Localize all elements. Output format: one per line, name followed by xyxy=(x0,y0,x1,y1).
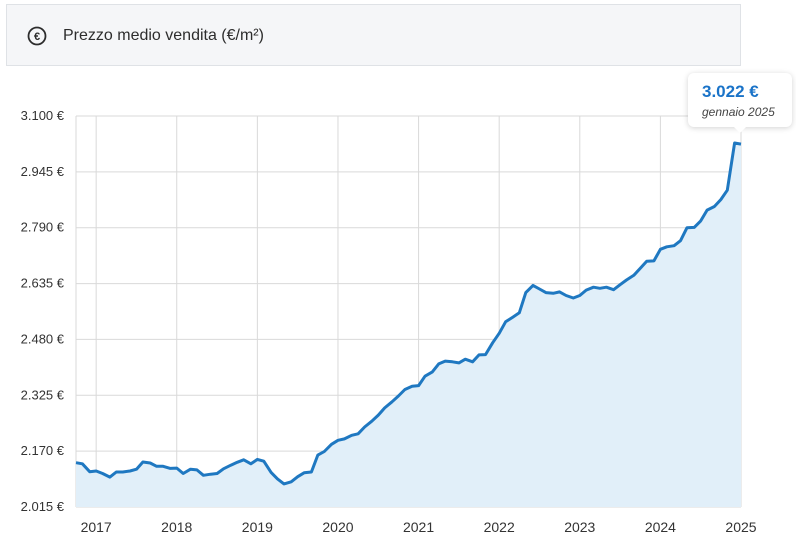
x-tick-label: 2024 xyxy=(645,519,676,535)
x-tick-label: 2023 xyxy=(564,519,595,535)
tooltip-date: gennaio 2025 xyxy=(702,105,775,119)
svg-text:€: € xyxy=(34,31,40,43)
y-axis-ticks: 3.100 € 2.945 € 2.790 € 2.635 € 2.480 € 2.325… xyxy=(21,108,65,514)
chart-header: € Prezzo medio vendita (€/m²) xyxy=(6,4,741,66)
price-series-line xyxy=(75,141,742,486)
euro-icon: € xyxy=(27,26,47,46)
tooltip-arrow xyxy=(734,127,746,133)
x-tick-label: 2022 xyxy=(484,519,515,535)
x-tick-label: 2019 xyxy=(242,519,273,535)
x-tick-label: 2017 xyxy=(81,519,112,535)
x-tick-label: 2018 xyxy=(161,519,192,535)
y-tick-label: 2.635 € xyxy=(21,276,65,291)
tooltip-value: 3.022 € xyxy=(702,82,759,101)
area-fill xyxy=(76,143,741,507)
x-tick-label: 2021 xyxy=(403,519,434,535)
chart-title: Prezzo medio vendita (€/m²) xyxy=(63,27,264,44)
x-tick-label: 2025 xyxy=(725,519,756,535)
y-tick-label: 2.945 € xyxy=(21,164,65,179)
x-tick-label: 2020 xyxy=(322,519,353,535)
y-tick-label: 2.480 € xyxy=(21,331,65,346)
y-tick-label: 2.015 € xyxy=(21,499,65,514)
y-tick-label: 3.100 € xyxy=(21,108,65,123)
y-tick-label: 2.325 € xyxy=(21,387,65,402)
value-tooltip: 3.022 € gennaio 2025 xyxy=(688,73,792,133)
y-tick-label: 2.170 € xyxy=(21,443,65,458)
x-axis-ticks: 2017 2018 2019 2020 2021 2022 2023 2024 2025 xyxy=(81,519,757,535)
y-tick-label: 2.790 € xyxy=(21,220,65,235)
